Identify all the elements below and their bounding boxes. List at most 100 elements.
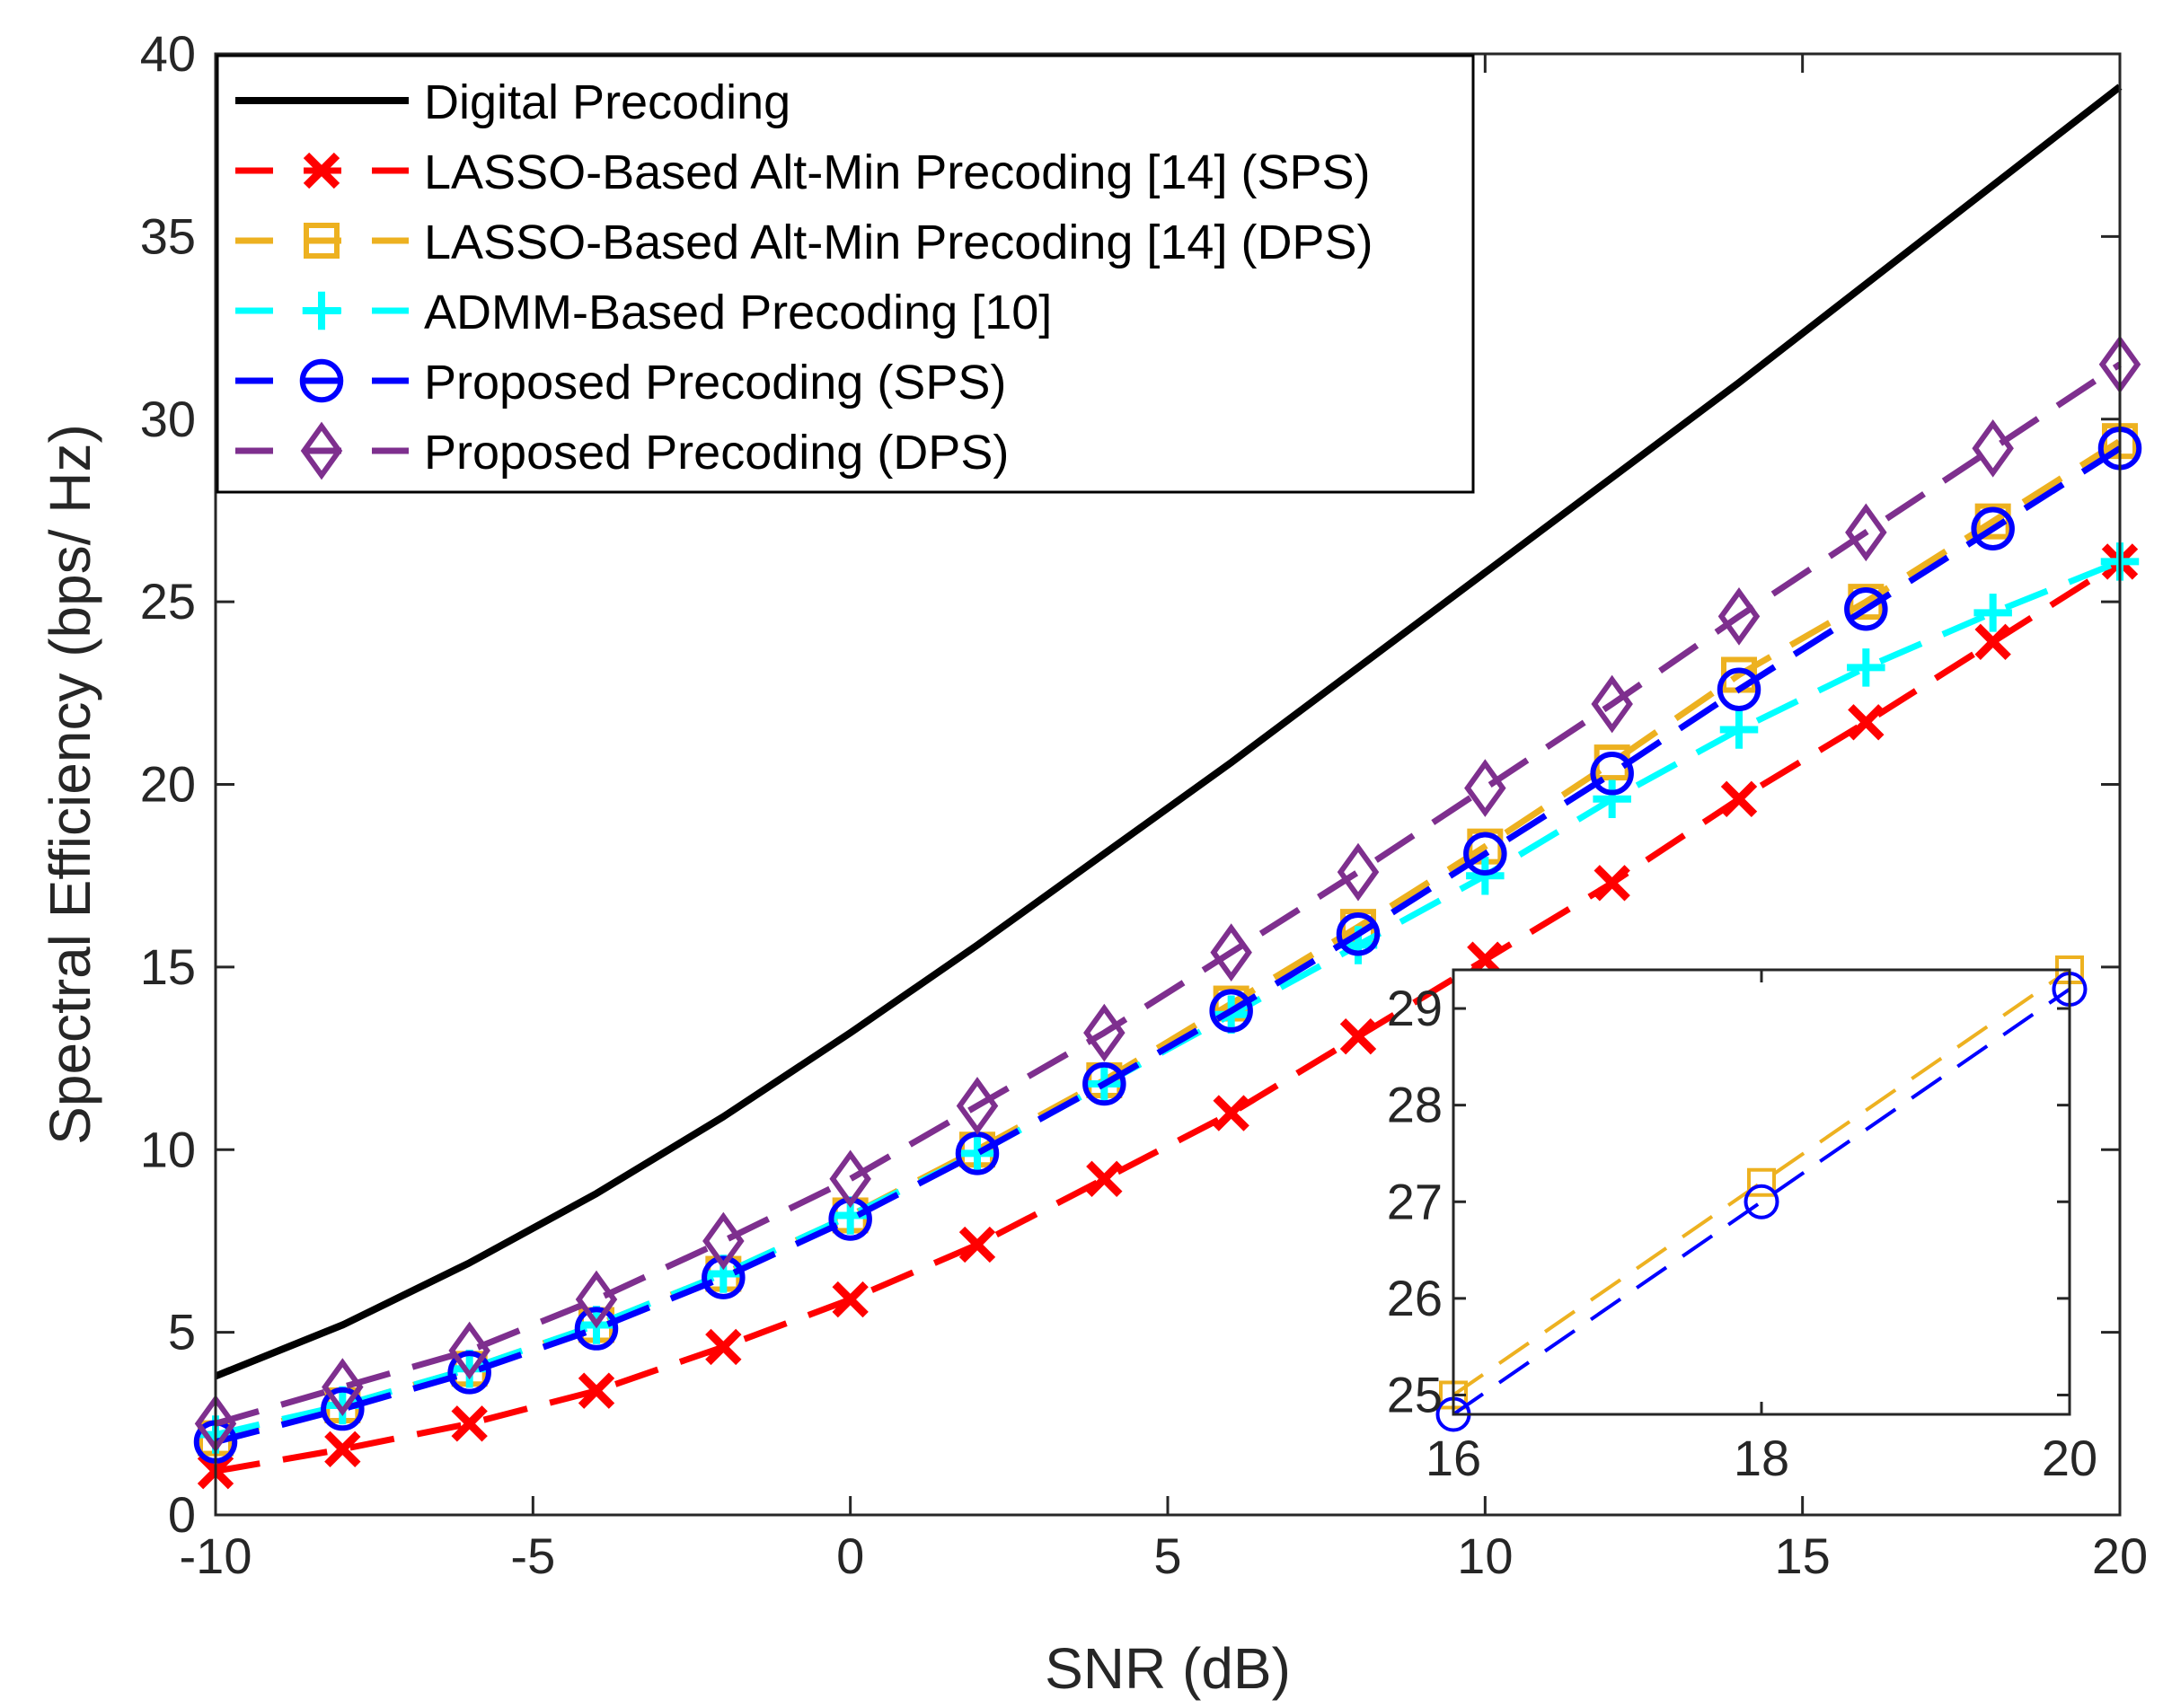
inset-x-tick-label: 20 <box>2042 1430 2097 1486</box>
inset-series-line <box>1452 987 2071 1416</box>
legend-entry-0: Digital Precoding <box>235 75 790 129</box>
inset-data-point <box>1744 1184 1779 1219</box>
y-tick-label: 5 <box>168 1304 196 1360</box>
data-point <box>575 1270 618 1329</box>
data-point <box>1594 865 1630 902</box>
x-tick-label: 15 <box>1775 1528 1831 1584</box>
legend: Digital Precoding LASSO-Based Alt-Min Pre… <box>216 54 1475 494</box>
data-point <box>1974 623 2011 661</box>
data-point <box>1971 506 2015 551</box>
data-point <box>1083 1003 1126 1062</box>
data-point <box>574 1307 619 1351</box>
x-tick-label: 10 <box>1457 1528 1513 1584</box>
inset-series-line <box>1452 968 2071 1397</box>
legend-marker <box>302 291 341 330</box>
legend-entry-1: LASSO-Based Alt-Min Precoding [14] (SPS) <box>235 145 1370 199</box>
data-point <box>1213 1095 1249 1131</box>
series-line <box>215 445 2122 1446</box>
series-line <box>215 438 2122 1441</box>
data-point <box>958 1134 997 1173</box>
data-point <box>956 1077 999 1135</box>
legend-label: ADMM-Based Precoding [10] <box>424 286 1052 339</box>
data-point <box>829 1149 871 1209</box>
y-tick-label: 0 <box>168 1486 196 1543</box>
data-point <box>322 1358 364 1416</box>
legend-marker <box>300 421 343 480</box>
x-tick-label: 5 <box>1153 1528 1181 1584</box>
x-axis-title: SNR (dB) <box>1045 1636 1291 1701</box>
data-point <box>832 1281 869 1318</box>
inset-y-tick-label: 27 <box>1387 1173 1443 1229</box>
data-point <box>578 1372 615 1409</box>
data-point <box>1844 587 1888 631</box>
y-tick-label: 35 <box>140 207 196 264</box>
data-point <box>1717 587 1761 646</box>
x-tick-label: 20 <box>2092 1528 2148 1584</box>
series-5 <box>194 335 2141 1453</box>
legend-marker <box>303 152 340 189</box>
data-point <box>1848 704 1885 741</box>
data-point <box>1336 912 1381 956</box>
y-tick-label: 30 <box>140 391 196 447</box>
legend-marker <box>299 358 344 403</box>
data-point <box>1086 1160 1123 1197</box>
legend-label: Proposed Precoding (DPS) <box>424 426 1009 480</box>
data-point <box>1590 752 1634 796</box>
legend-label: LASSO-Based Alt-Min Precoding [14] (SPS) <box>424 145 1370 199</box>
y-tick-label: 40 <box>140 25 196 82</box>
inset-x-tick-label: 16 <box>1426 1430 1481 1486</box>
data-point <box>324 1431 361 1467</box>
legend-marker <box>304 223 340 259</box>
data-point <box>1339 1017 1377 1055</box>
x-tick-label: -5 <box>510 1528 555 1584</box>
legend-entry-2: LASSO-Based Alt-Min Precoding [14] (DPS) <box>235 216 1373 269</box>
inset-plot: 16 18 20 25 26 27 28 29 <box>1387 955 2097 1486</box>
series-line <box>215 361 2122 1427</box>
data-point <box>1082 1061 1126 1106</box>
legend-label: Digital Precoding <box>424 75 790 129</box>
data-point <box>1593 779 1631 819</box>
y-tick-label: 25 <box>140 573 196 629</box>
data-point <box>321 1387 365 1431</box>
inset-y-tick-label: 28 <box>1387 1077 1443 1133</box>
data-point <box>1845 503 1887 562</box>
data-point <box>958 1226 996 1263</box>
inset-x-tick-label: 18 <box>1734 1430 1789 1486</box>
data-point <box>1719 710 1759 749</box>
y-tick-label: 10 <box>140 1121 196 1177</box>
main-plot: -10 -5 0 5 10 15 20 0 5 10 15 20 25 30 35 40 SNR (dB) Spe… <box>38 25 2148 1701</box>
data-point <box>1972 418 2014 478</box>
data-point <box>1210 923 1252 982</box>
data-point <box>1466 856 1505 895</box>
y-tick-label: 20 <box>140 756 196 813</box>
data-point <box>705 1328 742 1366</box>
legend-entry-4: Proposed Precoding (SPS) <box>235 356 1006 409</box>
data-point <box>1847 648 1885 687</box>
data-point <box>451 1405 488 1442</box>
data-point <box>1973 594 2012 632</box>
inset-y-tick-label: 26 <box>1387 1270 1443 1326</box>
legend-entry-3: ADMM-Based Precoding [10] <box>235 286 1052 339</box>
legend-label: Proposed Precoding (SPS) <box>424 356 1006 409</box>
data-point <box>1591 674 1633 734</box>
x-tick-label: 0 <box>836 1528 864 1584</box>
data-point <box>1464 759 1506 817</box>
inset-data-point <box>1747 1167 1776 1197</box>
data-point <box>1463 832 1507 876</box>
legend-label: LASSO-Based Alt-Min Precoding [14] (DPS) <box>424 216 1373 269</box>
inset-y-tick-label: 29 <box>1387 980 1443 1036</box>
data-point <box>448 1321 490 1380</box>
y-tick-label: 15 <box>140 938 196 995</box>
x-tick-label: -10 <box>180 1528 252 1584</box>
series-line <box>214 84 2123 1380</box>
inset-background <box>1453 970 2070 1414</box>
legend-entry-5: Proposed Precoding (DPS) <box>235 421 1009 480</box>
data-point <box>1720 780 1758 817</box>
legend-box <box>216 54 1475 494</box>
series-0 <box>214 84 2123 1380</box>
y-axis-title: Spectral Efficiency (bps/ Hz) <box>38 424 102 1145</box>
data-point <box>702 1255 746 1299</box>
data-point <box>447 1351 491 1395</box>
data-point <box>1337 842 1380 902</box>
